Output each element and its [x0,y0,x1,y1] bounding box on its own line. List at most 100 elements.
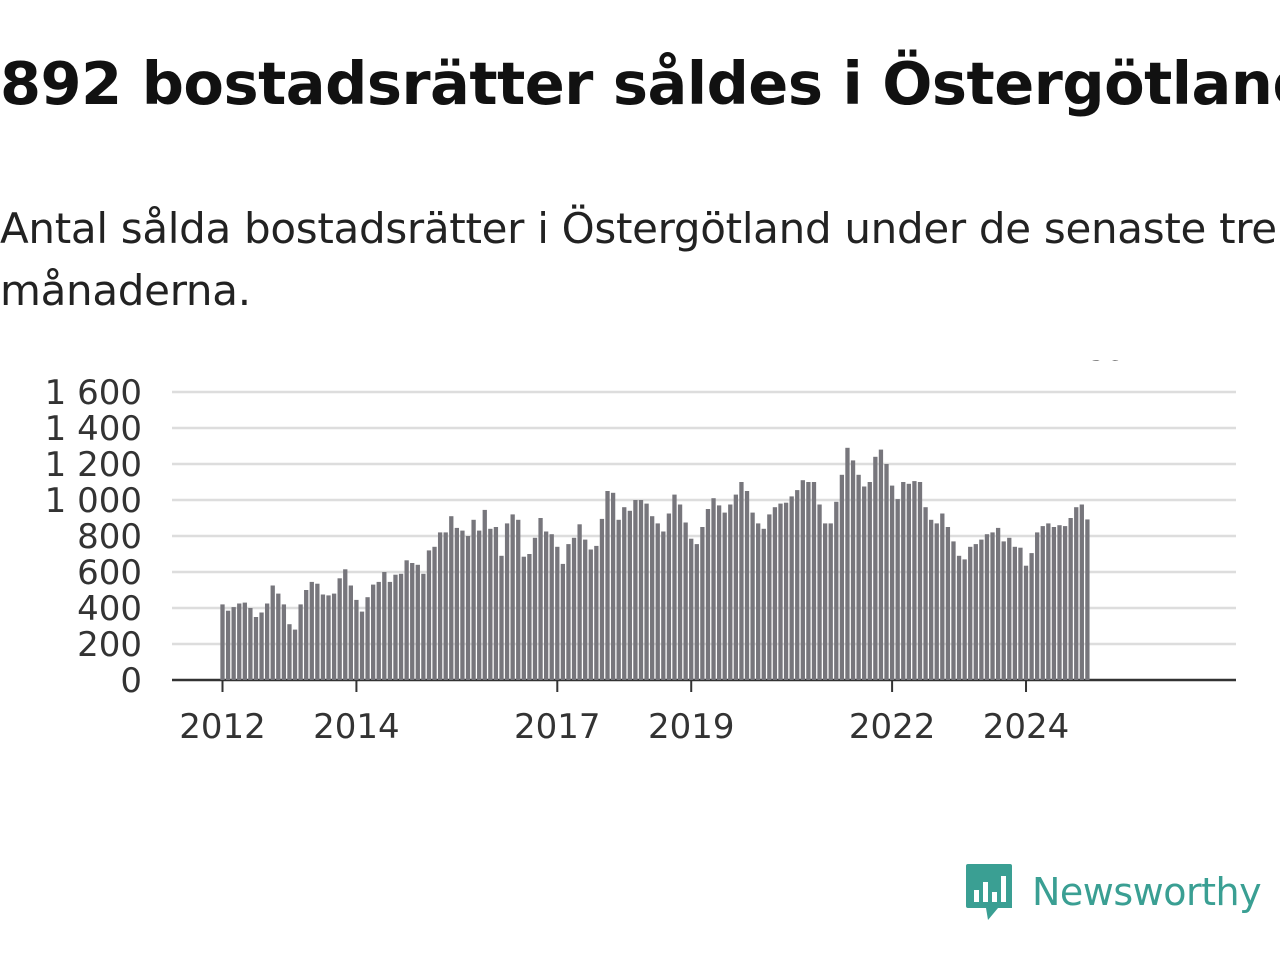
bar [705,509,711,680]
bar [337,578,342,680]
bar [616,519,621,680]
bar [516,519,521,680]
bar [566,544,571,680]
bar [482,509,487,680]
bar [465,536,471,680]
bar [532,537,538,680]
bar [722,512,727,680]
bar [437,532,443,680]
bar [968,546,973,680]
bar [359,611,365,680]
bar [1051,527,1057,680]
bar [527,554,532,680]
x-tick-label: 2017 [514,707,601,747]
bar [371,584,376,680]
bar [1029,553,1034,680]
bar [783,502,789,680]
bar [789,496,794,680]
bar [633,500,638,680]
bar [571,537,577,680]
bar [889,485,895,680]
bar [767,514,772,680]
bar [1062,526,1068,680]
bar [320,594,326,680]
chart-bars [220,447,1090,680]
bar [398,573,404,680]
bar [778,503,783,680]
bar [387,581,393,680]
latest-value-label: 892 [1085,360,1150,369]
bar [393,574,398,680]
x-tick-label: 2022 [849,707,936,747]
bar [979,539,984,680]
bar [577,524,582,680]
bar [493,527,499,680]
x-axis-tick-labels: 2012 2014 2017 2019 2022 2024 [179,680,1069,747]
bar [845,447,850,680]
brand-name: Newsworthy [1032,870,1262,914]
bar [655,523,660,680]
bar [270,585,275,680]
bar [1074,507,1079,680]
bar [315,583,320,680]
bar [995,527,1001,680]
bar [477,530,482,680]
bar [756,523,761,680]
bar [739,482,744,680]
bar [822,523,828,680]
bar [460,530,465,680]
bar [259,612,264,680]
bar [287,624,292,680]
bar [348,585,353,680]
bar [426,550,432,680]
bar [811,482,817,680]
bar [733,494,739,680]
x-tick-label: 2019 [648,707,735,747]
bar [666,513,672,680]
brand-logo: Newsworthy [964,862,1262,922]
bar [929,519,934,680]
bar [1085,519,1090,680]
bar [973,544,978,680]
bar [354,599,359,680]
bar [1023,565,1029,680]
y-tick-label: 800 [77,517,142,557]
bar [867,482,872,680]
bar [728,504,733,680]
bar [627,510,632,680]
bar [343,569,348,680]
bar [237,603,242,680]
bar [504,523,510,680]
bar [795,490,800,680]
bar [1046,523,1051,680]
bar [677,504,683,680]
bar [253,617,259,680]
bar [248,608,253,680]
bar [901,482,906,680]
y-tick-label: 400 [77,589,142,629]
x-tick-label: 2024 [983,707,1070,747]
bar [622,507,627,680]
bar [800,480,805,680]
y-tick-label: 1 000 [45,481,142,521]
bar [365,597,370,680]
bar [276,593,281,680]
bar [521,556,526,680]
bar [683,522,688,680]
y-tick-label: 600 [77,553,142,593]
bar [895,499,900,680]
bar [326,595,331,680]
x-tick-label: 2012 [179,707,266,747]
newsworthy-logo-icon [966,864,1012,920]
bar [873,456,878,680]
bar [432,546,437,680]
bar [1018,547,1023,680]
bar [454,527,460,680]
bar [1040,526,1045,680]
bar [1057,525,1062,680]
bar [934,523,939,680]
y-tick-label: 1 600 [45,373,142,413]
bar [884,464,889,680]
bar [761,528,766,680]
